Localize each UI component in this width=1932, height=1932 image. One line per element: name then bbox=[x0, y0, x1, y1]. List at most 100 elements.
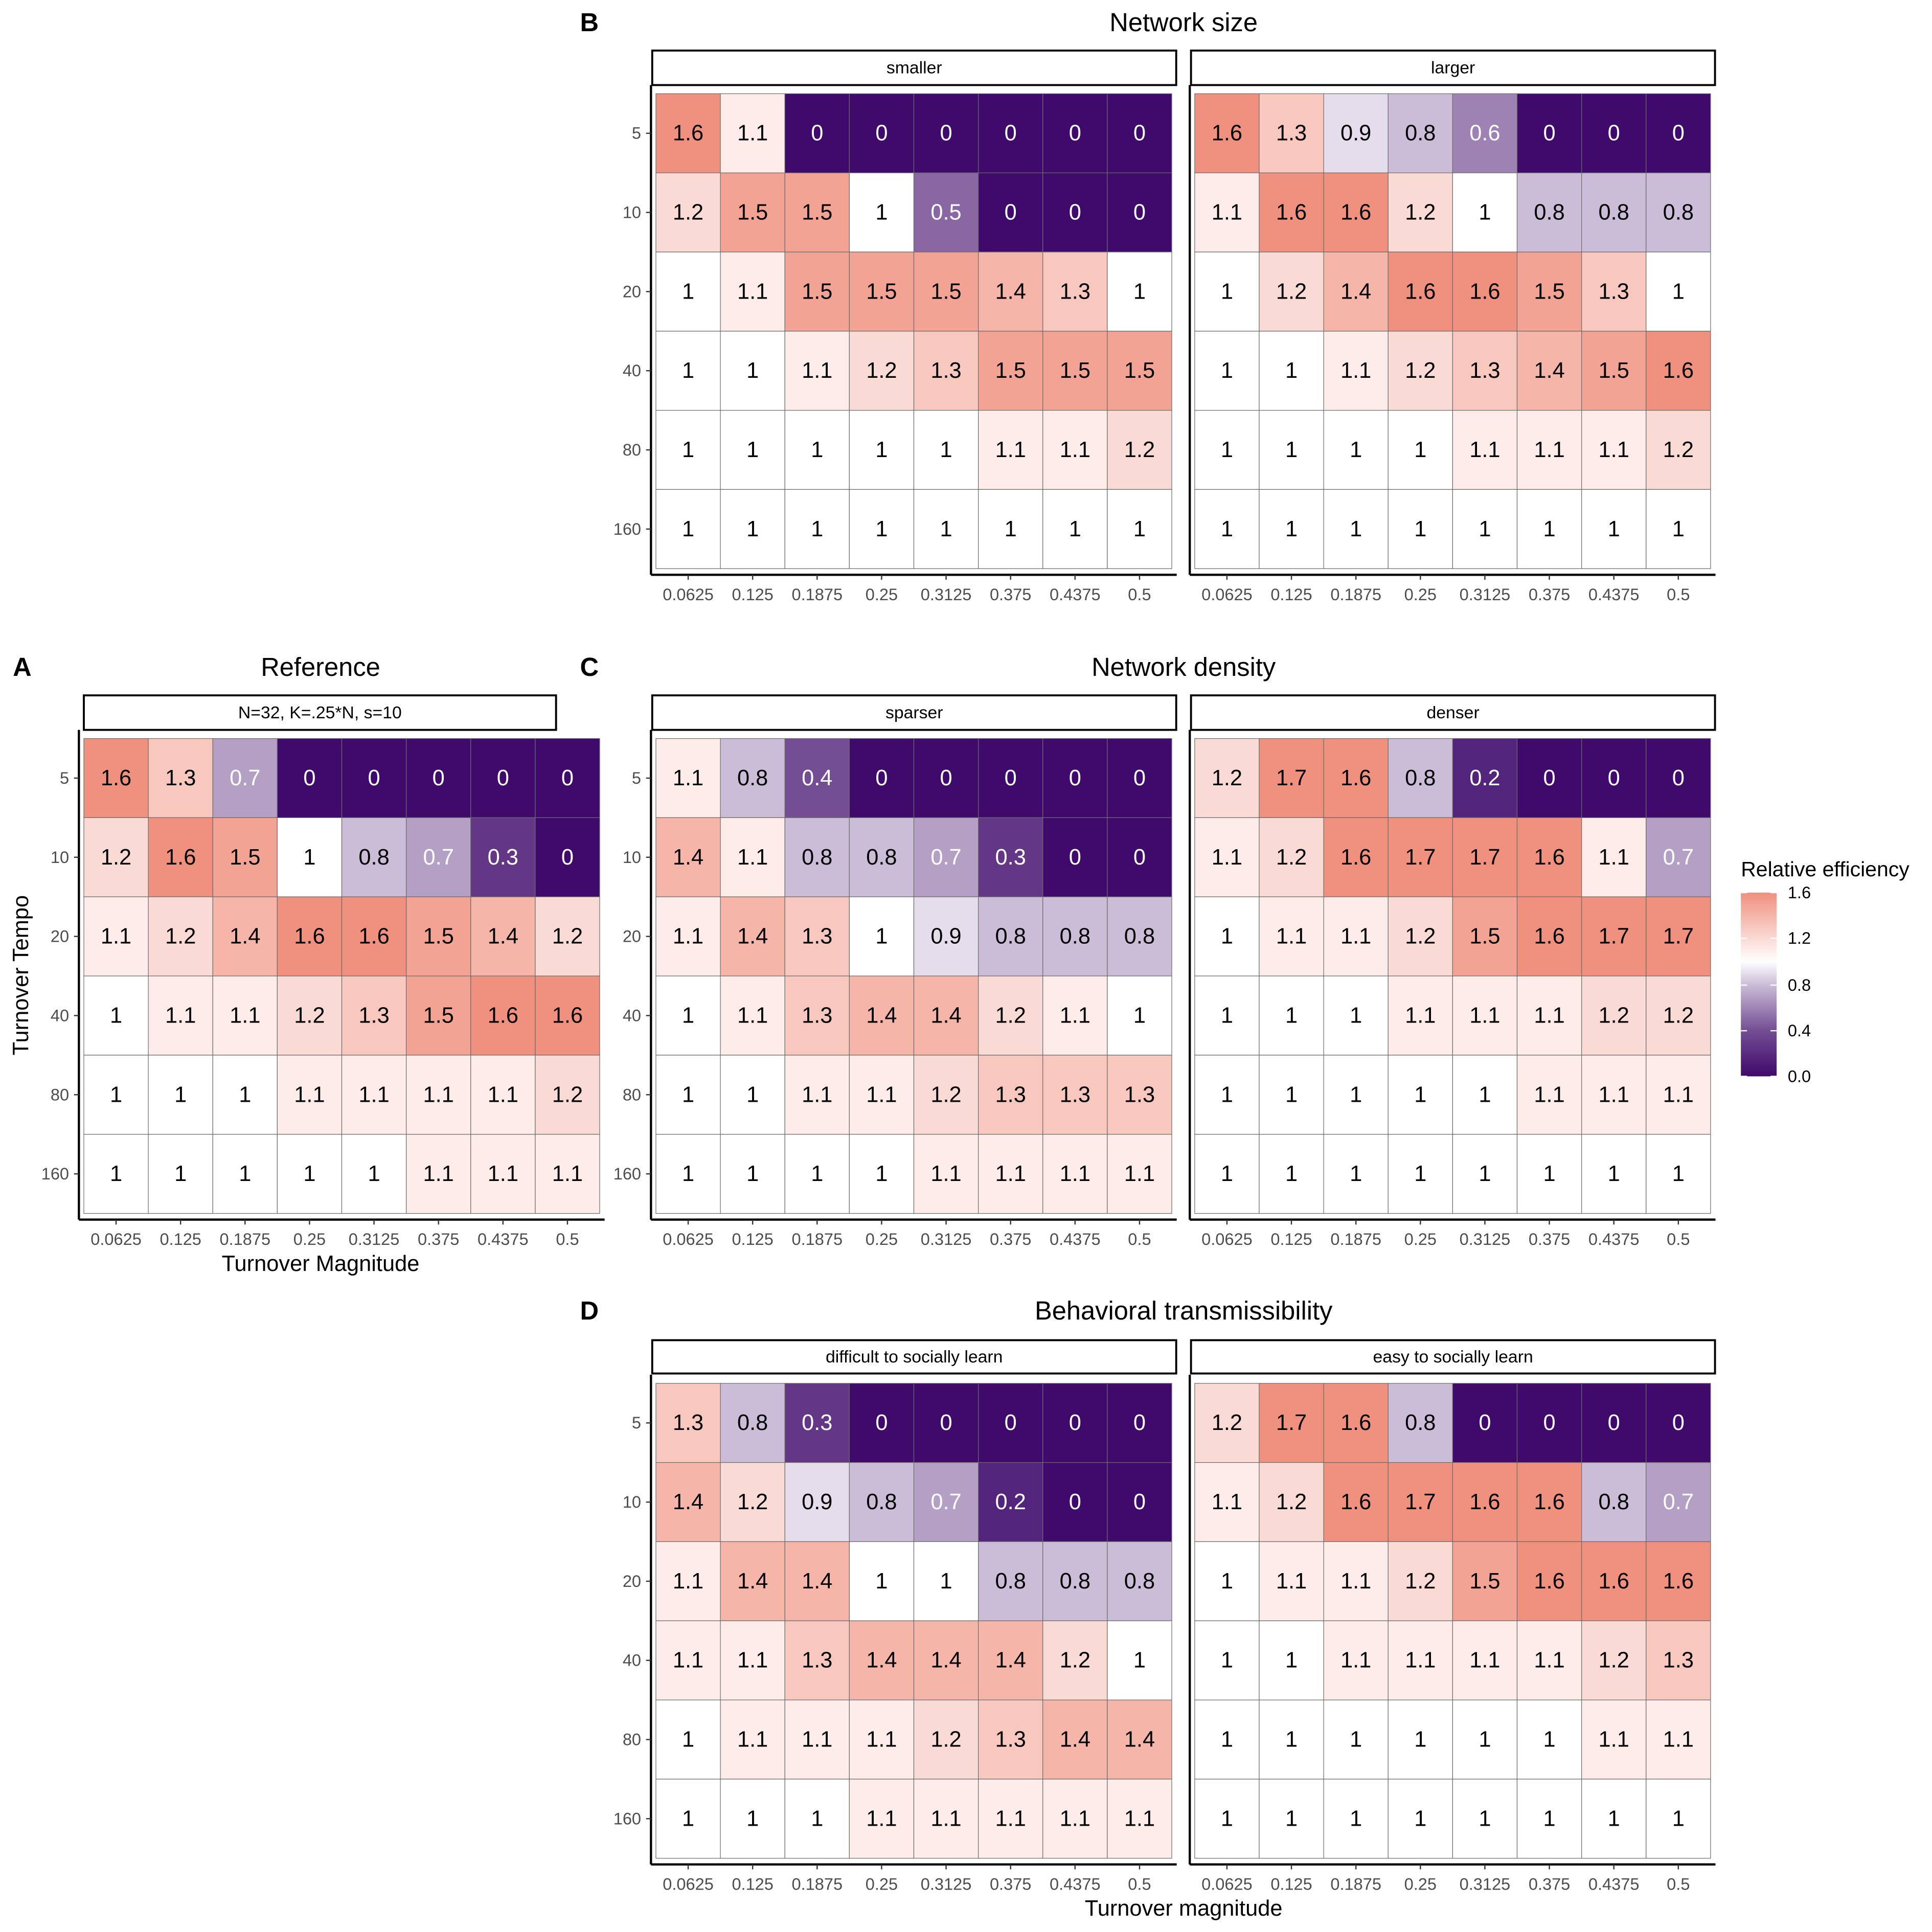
heatmap-cell bbox=[212, 1055, 278, 1135]
cell-label: 1.4 bbox=[737, 924, 768, 949]
heatmap-cell bbox=[1388, 1779, 1453, 1859]
x-tick-label: 0.1875 bbox=[1330, 585, 1381, 604]
x-axis-title: Turnover Magnitude bbox=[222, 1252, 420, 1276]
cell-label: 1.4 bbox=[930, 1003, 961, 1028]
cell-label: 0 bbox=[1133, 121, 1146, 146]
cell-label: 1.6 bbox=[1534, 845, 1564, 870]
heatmap-cell bbox=[1646, 1779, 1711, 1859]
cell-label: 1 bbox=[1350, 438, 1362, 462]
heatmap-cell bbox=[720, 1055, 785, 1135]
cell-label: 1 bbox=[1543, 517, 1555, 541]
heatmap-cell bbox=[1042, 738, 1108, 818]
facet: sparser 1.1 0.8 0.4 0 0 0 0 0 1.4 1.1 0.8 0.8 0.7 0.3 0… bbox=[613, 694, 1177, 1248]
heatmap-cell bbox=[1646, 252, 1711, 332]
cell-label: 1.1 bbox=[737, 1728, 768, 1752]
cell-label: 1.2 bbox=[552, 924, 583, 949]
cell-label: 0.8 bbox=[1663, 200, 1694, 225]
cell-label: 0 bbox=[1543, 1411, 1555, 1435]
cell-label: 1 bbox=[239, 1082, 251, 1107]
cell-label: 1 bbox=[875, 517, 888, 541]
x-tick-label: 0.1875 bbox=[220, 1230, 271, 1248]
heatmap-cell bbox=[1107, 252, 1172, 332]
heatmap-cell bbox=[913, 1383, 979, 1463]
heatmap-cell bbox=[655, 1699, 721, 1780]
heatmap-cell bbox=[341, 896, 407, 976]
cell-label: 1.1 bbox=[423, 1082, 454, 1107]
cell-label: 0.8 bbox=[1534, 200, 1564, 225]
x-tick-label: 0.4375 bbox=[1588, 1875, 1640, 1893]
cell-label: 0 bbox=[1069, 845, 1081, 870]
cell-label: 1.1 bbox=[673, 766, 703, 790]
heatmap-cell bbox=[1194, 1055, 1260, 1135]
cell-label: 0 bbox=[1069, 200, 1081, 225]
heatmap-cell bbox=[720, 1383, 785, 1463]
facet-strip bbox=[83, 694, 557, 731]
cell-label: 1 bbox=[940, 517, 952, 541]
facet: larger 1.6 1.3 0.9 0.8 0.6 0 0 0 1.1 1.6 1.6 1.2 1 0.8… bbox=[1189, 49, 1716, 604]
cell-label: 1 bbox=[1005, 517, 1017, 541]
x-tick-label: 0.4375 bbox=[1588, 585, 1640, 604]
heatmap-cell bbox=[1388, 331, 1453, 411]
cell-label: 1.1 bbox=[1663, 1082, 1694, 1107]
cell-label: 1.3 bbox=[1124, 1082, 1155, 1107]
y-tick-label: 40 bbox=[51, 1006, 69, 1025]
heatmap-cell bbox=[1581, 1462, 1647, 1542]
heatmap-cell bbox=[1259, 252, 1324, 332]
cell-label: 1 bbox=[682, 1082, 694, 1107]
facet-label: larger bbox=[1431, 58, 1475, 78]
heatmap-cell bbox=[1194, 896, 1260, 976]
cell-label: 1 bbox=[1221, 1648, 1233, 1673]
heatmap-cell bbox=[1194, 410, 1260, 490]
x-tick-label: 0.4375 bbox=[1050, 585, 1101, 604]
cell-label: 1 bbox=[110, 1082, 122, 1107]
cell-label: 1 bbox=[682, 1728, 694, 1752]
heatmap-cell bbox=[1581, 1055, 1647, 1135]
cell-label: 1 bbox=[1285, 1648, 1298, 1673]
cell-label: 0.8 bbox=[1599, 200, 1629, 225]
cell-label: 0.4 bbox=[802, 766, 832, 790]
cell-label: 1 bbox=[1543, 1162, 1555, 1186]
heatmap-cell bbox=[849, 410, 915, 490]
heatmap-cell bbox=[784, 1462, 850, 1542]
heatmap-cell bbox=[148, 1055, 213, 1135]
heatmap-cell bbox=[720, 1541, 785, 1621]
heatmap-cell bbox=[720, 172, 785, 253]
heatmap-cell bbox=[1259, 1383, 1324, 1463]
cell-label: 0.9 bbox=[930, 924, 961, 949]
cell-label: 1 bbox=[1221, 1728, 1233, 1752]
cell-label: 1.1 bbox=[1599, 438, 1629, 462]
cell-label: 1.2 bbox=[1663, 438, 1694, 462]
cell-label: 1.1 bbox=[673, 1648, 703, 1673]
cell-label: 1 bbox=[303, 1162, 315, 1186]
heatmap-cell bbox=[913, 252, 979, 332]
facet-label: denser bbox=[1426, 703, 1479, 722]
cell-label: 1.2 bbox=[1276, 279, 1307, 304]
x-tick-label: 0.125 bbox=[1270, 1230, 1312, 1248]
cell-label: 1.1 bbox=[1405, 1003, 1436, 1028]
heatmap-cell bbox=[1452, 1462, 1518, 1542]
heatmap-cell bbox=[978, 1779, 1043, 1859]
heatmap-cell bbox=[1452, 1699, 1518, 1780]
cell-label: 1 bbox=[1608, 1162, 1620, 1186]
heatmap-cell bbox=[849, 1134, 915, 1214]
heatmap-cell bbox=[1042, 252, 1108, 332]
panel-title: Reference bbox=[261, 652, 380, 681]
heatmap-cell bbox=[1323, 738, 1389, 818]
x-tick-label: 0.0625 bbox=[663, 585, 714, 604]
heatmap-cell bbox=[1516, 1541, 1582, 1621]
x-tick-label: 0.375 bbox=[1529, 585, 1570, 604]
cell-label: 1 bbox=[1221, 1806, 1233, 1831]
cell-label: 1.1 bbox=[1469, 438, 1500, 462]
heatmap-cell bbox=[784, 1699, 850, 1780]
cell-label: 1.1 bbox=[737, 279, 768, 304]
heatmap-cell bbox=[720, 1620, 785, 1700]
heatmap-cell bbox=[655, 817, 721, 897]
facet: difficult to socially learn 1.3 0.8 0.3 0 0 0 0… bbox=[613, 1339, 1177, 1893]
heatmap-cell bbox=[1323, 817, 1389, 897]
cell-label: 1 bbox=[746, 1162, 759, 1186]
cell-label: 1.7 bbox=[1663, 924, 1694, 949]
cell-label: 1.1 bbox=[1060, 1806, 1090, 1831]
heatmap-cell bbox=[1194, 252, 1260, 332]
y-tick-label: 160 bbox=[613, 1809, 641, 1828]
y-tick-label: 40 bbox=[623, 361, 641, 380]
